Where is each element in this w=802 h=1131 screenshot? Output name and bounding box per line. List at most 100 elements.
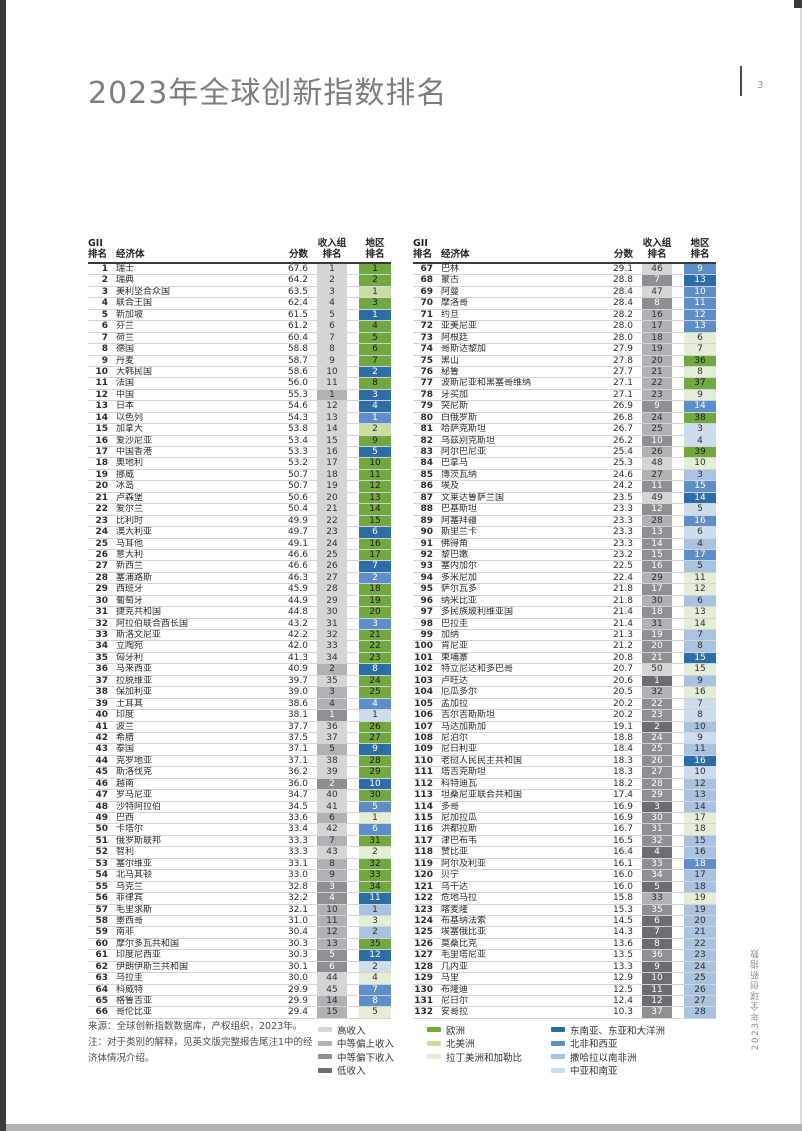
region-rank-cell: 30 [359,790,391,801]
economy-cell: 摩洛哥 [441,298,469,309]
score-cell: 61.2 [287,321,308,332]
legend-label: 中等偏上收入 [337,1039,395,1051]
gii-rank-cell: 109 [414,744,433,755]
gii-rank-cell: 123 [414,904,433,915]
gii-rank-cell: 8 [101,344,108,355]
income-rank-cell: 34 [642,870,672,881]
score-cell: 20.2 [612,710,633,721]
score-cell: 30.4 [287,927,308,938]
table-row: 53 塞尔维亚 33.1 8 32 [88,858,391,871]
gii-rank-cell: 89 [420,515,433,526]
region-rank-cell: 8 [359,996,391,1007]
economy-cell: 斯洛伐克 [116,767,153,778]
income-rank-cell: 15 [317,1007,347,1018]
legend-item: 欧洲 [427,1023,522,1037]
income-rank-cell: 37 [317,732,347,744]
income-rank-cell: 34 [317,652,347,664]
region-rank-cell: 6 [359,344,391,355]
table-row: 97 多民族玻利维亚国 21.4 18 13 [413,607,716,619]
gii-rank-cell: 125 [414,927,433,938]
legend-swatch [551,1040,565,1046]
score-cell: 28.0 [612,321,633,332]
gii-rank-cell: 72 [420,321,433,332]
economy-cell: 捷克共和国 [116,607,162,618]
region-rank-cell: 4 [684,538,716,549]
income-rank-cell: 10 [317,366,347,378]
economy-cell: 哥伦比亚 [116,1007,153,1018]
economy-cell: 阿尔巴尼亚 [441,447,487,457]
region-rank-cell: 2 [359,572,391,584]
income-rank-cell: 26 [642,447,672,458]
legend-item: 撒哈拉以南非洲 [551,1050,665,1064]
income-rank-cell: 17 [317,458,347,469]
gii-rank-cell: 100 [414,641,433,652]
score-cell: 29.4 [287,1007,308,1018]
income-rank-cell: 24 [317,538,347,549]
region-rank-cell: 3 [359,915,391,927]
legend-regions-asia-africa: 东南亚、东亚和大洋洲 北非和西亚 撒哈拉以南非洲 中亚和南亚 [551,1023,665,1077]
gii-rank-cell: 121 [414,881,433,892]
score-cell: 58.7 [287,355,308,366]
economy-cell: 巴基斯坦 [441,504,478,515]
income-rank-cell: 49 [642,492,672,504]
region-rank-cell: 7 [684,630,716,641]
page-number: 3 [757,80,764,91]
economy-cell: 多米尼加 [441,572,478,583]
gii-rank-cell: 14 [95,412,108,423]
region-rank-cell: 13 [684,321,716,332]
table-row: 121 乌干达 16.0 5 18 [413,881,716,894]
income-rank-cell: 2 [642,721,672,732]
table-row: 77 波斯尼亚和黑塞哥维纳 27.1 22 37 [413,378,716,390]
income-rank-cell: 44 [317,973,347,984]
region-rank-cell: 10 [359,458,391,469]
score-cell: 23.5 [612,492,633,503]
table-row: 93 塞内加尔 22.5 16 5 [413,561,716,573]
score-cell: 40.9 [287,664,308,675]
legend-item: 中等偏下收入 [318,1050,394,1064]
table-row: 19 挪威 50.7 18 11 [88,469,391,482]
economy-cell: 牙买加 [441,389,469,400]
table-row: 114 多哥 16.9 3 14 [413,801,716,813]
table-row: 67 巴林 29.1 46 9 [413,264,716,276]
gii-rank-cell: 132 [414,1007,433,1018]
table-row: 116 洪都拉斯 16.7 31 18 [413,824,716,836]
region-rank-cell: 10 [684,286,716,298]
economy-cell: 布基纳法索 [441,915,487,926]
economy-cell: 葡萄牙 [116,595,144,606]
region-rank-cell: 3 [684,424,716,435]
gii-rank-cell: 96 [420,595,433,606]
gii-rank-cell: 124 [414,915,433,926]
legend-swatch [551,1054,565,1060]
table-row: 98 巴拉圭 21.4 31 14 [413,618,716,630]
score-cell: 18.3 [612,755,633,766]
region-rank-cell: 11 [359,469,391,481]
score-cell: 63.5 [287,286,308,297]
score-cell: 23.3 [612,504,633,515]
gii-rank-cell: 45 [95,767,108,778]
table-row: 127 毛里塔尼亚 13.5 36 23 [413,950,716,962]
region-rank-cell: 7 [359,561,391,572]
gii-rank-cell: 10 [95,366,108,377]
score-cell: 46.6 [287,561,308,572]
score-cell: 54.6 [287,401,308,412]
score-cell: 12.9 [612,973,633,984]
score-cell: 32.2 [287,893,308,904]
economy-cell: 日本 [116,401,135,412]
economy-cell: 秘鲁 [441,366,460,377]
score-cell: 39.7 [287,675,308,686]
region-rank-cell: 26 [684,984,716,995]
score-cell: 27.7 [612,366,633,377]
score-cell: 31.0 [287,915,308,926]
region-rank-cell: 21 [359,630,391,641]
gii-rank-cell: 80 [420,412,433,423]
region-rank-cell: 1 [359,264,391,275]
gii-rank-cell: 63 [95,973,108,984]
economy-cell: 黎巴嫩 [441,549,469,560]
income-rank-cell: 30 [317,607,347,618]
header-income-rank: 收入组 排名 [317,238,347,260]
economy-cell: 爱尔兰 [116,504,144,515]
economy-cell: 土耳其 [116,698,144,709]
region-rank-cell: 17 [684,870,716,881]
score-cell: 23.3 [612,538,633,549]
region-rank-cell: 35 [359,938,391,950]
